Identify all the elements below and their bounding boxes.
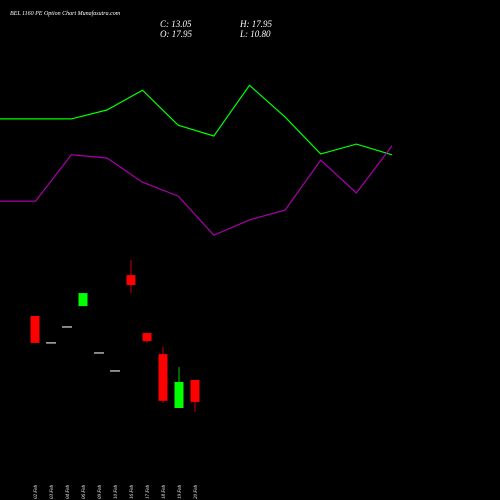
indicator-line: [0, 145, 393, 236]
info-low: L: 10.80: [239, 29, 271, 39]
info-close: C: 13.05: [160, 19, 192, 29]
info-high: H: 17.95: [239, 19, 272, 29]
candle-body: [174, 381, 184, 408]
x-tick-label: 06 Feb: [82, 485, 87, 500]
candle-body: [78, 293, 88, 307]
x-tick-label: 20 Feb: [194, 485, 199, 500]
x-tick-label: 10 Feb: [114, 485, 119, 500]
x-tick-label: 02 Feb: [34, 485, 39, 500]
x-tick-label: 19 Feb: [178, 485, 183, 500]
x-tick-label: 04 Feb: [66, 485, 71, 500]
x-tick-label: 09 Feb: [98, 485, 103, 500]
x-tick-label: 18 Feb: [162, 485, 167, 500]
indicator-line: [0, 84, 393, 156]
candle-body: [158, 354, 168, 401]
info-open: O: 17.95: [160, 29, 192, 39]
candle-body: [126, 275, 136, 286]
candle-body: [190, 379, 200, 402]
candle-body: [142, 333, 152, 342]
x-tick-label: 16 Feb: [130, 485, 135, 500]
candle-body: [30, 315, 40, 343]
x-tick-label: 03 Feb: [50, 485, 55, 500]
x-tick-label: 17 Feb: [146, 485, 151, 500]
chart-title: BEL 1160 PE Option Chart Munafasutra.com: [10, 10, 121, 17]
